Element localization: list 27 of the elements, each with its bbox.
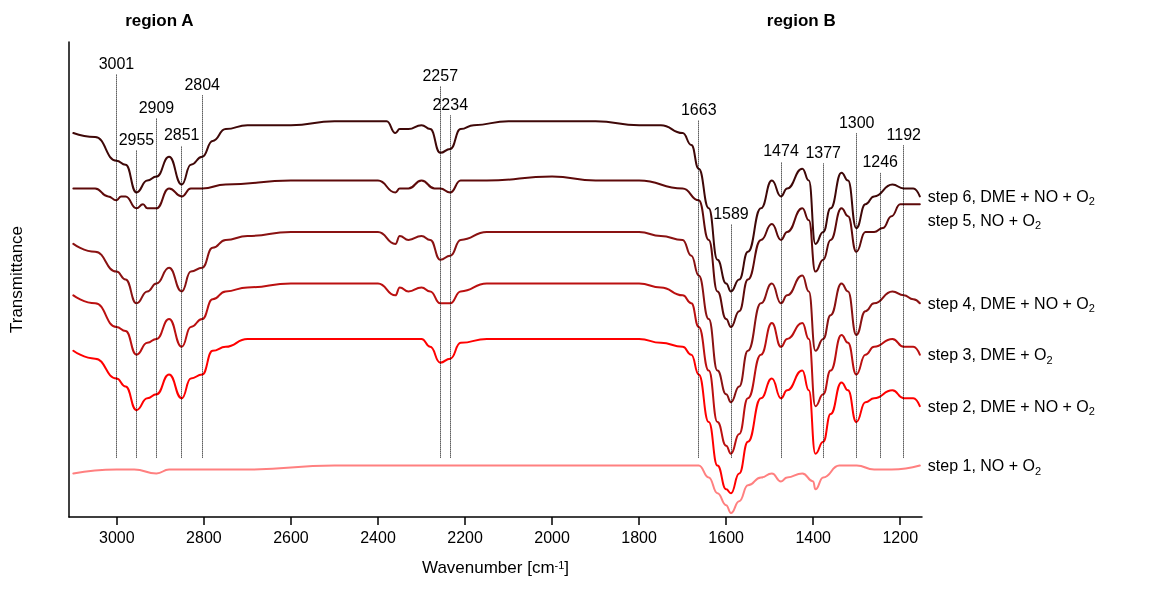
y-axis-title: Transmittance bbox=[7, 225, 26, 334]
ref-line-label: 3001 bbox=[98, 54, 135, 72]
text: region B bbox=[766, 11, 836, 30]
ref-line-label: 1300 bbox=[838, 113, 875, 131]
ref-line-label: 2851 bbox=[163, 126, 200, 144]
x-tick-label: 1200 bbox=[882, 528, 919, 546]
ref-line-label: 1589 bbox=[713, 205, 749, 223]
ref-line-label: 2234 bbox=[432, 95, 469, 113]
text: region A bbox=[125, 11, 194, 30]
ref-line-label: 1377 bbox=[805, 143, 842, 161]
ref-line-label: 2257 bbox=[422, 66, 459, 84]
ref-line-label: 2909 bbox=[138, 98, 175, 116]
x-tick-label: 2000 bbox=[534, 528, 570, 546]
x-tick-label: 1600 bbox=[708, 528, 745, 546]
x-tick-label: 2600 bbox=[273, 528, 309, 546]
ref-line-label: 1246 bbox=[862, 153, 899, 171]
ref-line-label: 2955 bbox=[118, 130, 155, 148]
x-tick-label: 1400 bbox=[795, 528, 832, 546]
ref-line-label: 1474 bbox=[763, 142, 799, 160]
ref-line-label: 2804 bbox=[184, 75, 221, 93]
ref-line-label: 1663 bbox=[680, 101, 717, 119]
x-tick-label: 2400 bbox=[360, 528, 396, 546]
ref-line-label: 1192 bbox=[886, 125, 922, 143]
x-tick-label: 2200 bbox=[447, 528, 483, 546]
x-tick-label: 1800 bbox=[621, 528, 658, 546]
x-tick-label: 3000 bbox=[99, 528, 135, 546]
x-tick-label: 2800 bbox=[186, 528, 222, 546]
